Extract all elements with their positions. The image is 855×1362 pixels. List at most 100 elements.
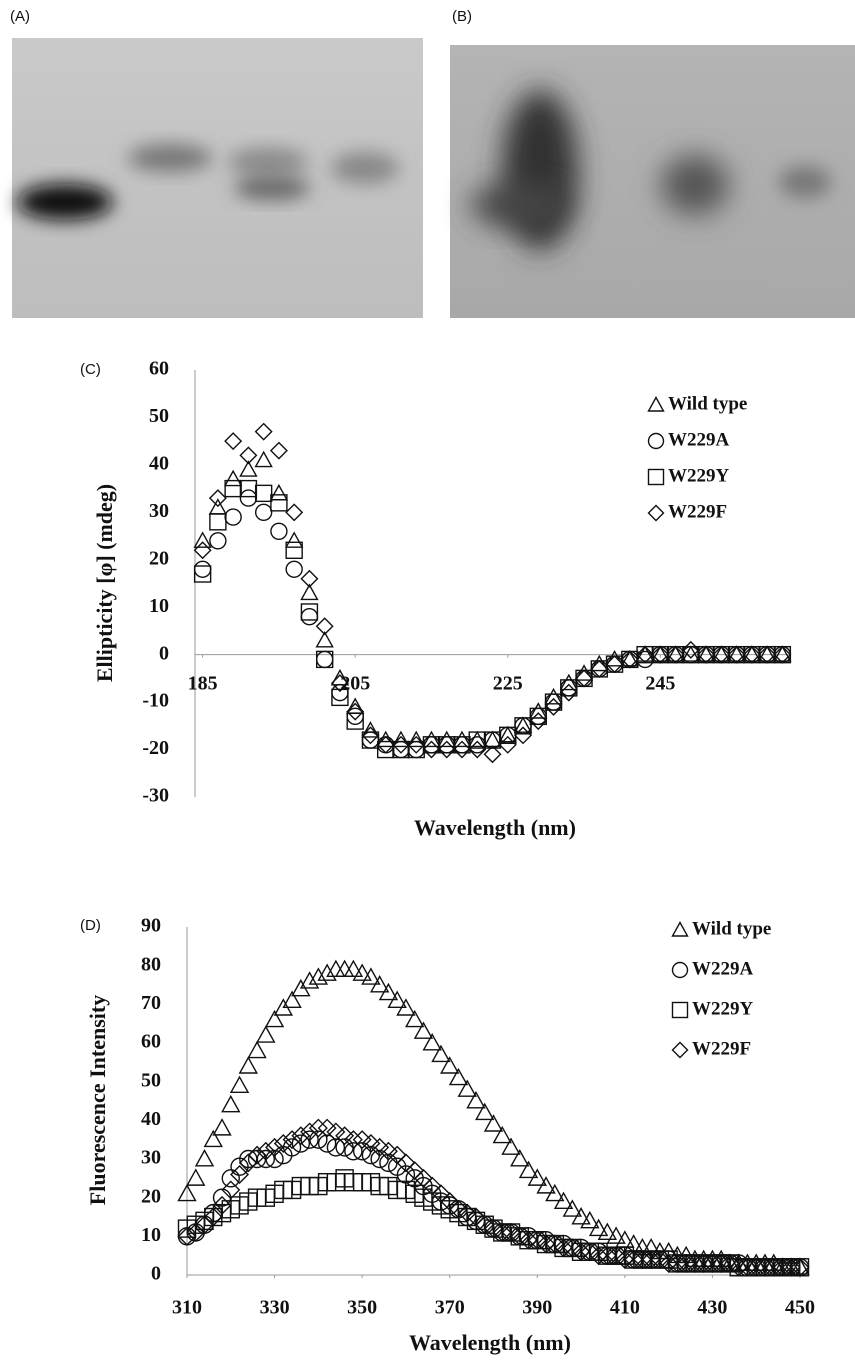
legend-label: W229F — [668, 501, 727, 522]
data-point — [240, 490, 256, 506]
panel-label: (B) — [452, 8, 472, 25]
legend-label: Wild type — [668, 393, 747, 414]
data-point — [393, 742, 409, 758]
data-point — [257, 1027, 274, 1042]
y-tick-label: 20 — [149, 547, 169, 569]
legend-label: W229Y — [668, 465, 730, 486]
x-tick-label: 205 — [340, 672, 370, 694]
data-point — [515, 727, 531, 743]
data-point — [500, 737, 516, 753]
y-tick-label: 0 — [159, 642, 169, 664]
x-tick-label: 370 — [435, 1297, 465, 1319]
data-point — [515, 718, 531, 734]
data-point — [459, 1081, 476, 1096]
data-point — [637, 651, 653, 667]
y-tick-label: 90 — [141, 915, 161, 937]
panel-label: (D) — [80, 917, 101, 934]
data-point — [408, 742, 424, 758]
x-tick-label: 350 — [347, 1297, 377, 1319]
gel-band — [234, 176, 310, 200]
y-tick-label: 30 — [141, 1147, 161, 1169]
data-point — [378, 737, 394, 753]
data-point — [561, 680, 577, 696]
data-point — [546, 694, 562, 710]
x-tick-label: 390 — [522, 1297, 552, 1319]
y-tick-label: 60 — [149, 358, 169, 380]
y-axis-title: Fluorescence Intensity — [85, 995, 110, 1205]
data-point — [454, 737, 470, 753]
data-point — [336, 961, 353, 976]
gel-band — [128, 144, 212, 172]
data-point — [187, 1170, 204, 1185]
legend-marker — [673, 923, 688, 937]
data-point — [256, 452, 272, 466]
data-point — [441, 1058, 458, 1073]
data-point — [225, 481, 241, 497]
legend-marker — [673, 1043, 688, 1058]
data-point — [327, 1123, 344, 1140]
data-point — [271, 523, 287, 539]
data-point — [494, 1127, 511, 1142]
data-point — [256, 485, 272, 501]
y-tick-label: 70 — [141, 992, 161, 1014]
legend-marker — [649, 434, 664, 449]
x-tick-label: 410 — [610, 1297, 640, 1319]
x-tick-label: 245 — [645, 672, 675, 694]
data-point — [210, 533, 226, 549]
data-point — [231, 1077, 248, 1092]
y-tick-label: 50 — [149, 405, 169, 427]
data-point — [240, 481, 256, 497]
data-point — [511, 1151, 528, 1166]
data-point — [271, 495, 287, 511]
data-point — [500, 727, 516, 743]
legend-label: W229Y — [692, 998, 754, 1019]
y-tick-label: -30 — [142, 785, 169, 807]
data-point — [195, 533, 211, 547]
data-point — [214, 1120, 231, 1135]
gel-a — [12, 38, 423, 318]
legend-marker — [673, 963, 688, 978]
data-point — [286, 561, 302, 577]
data-point — [503, 1139, 520, 1154]
data-point — [424, 1035, 441, 1050]
data-point — [271, 443, 287, 459]
legend-label: Wild type — [692, 918, 771, 939]
data-point — [225, 471, 241, 485]
y-tick-label: 50 — [141, 1069, 161, 1091]
y-tick-label: 0 — [151, 1263, 161, 1285]
gel-b — [450, 45, 855, 318]
data-point — [222, 1170, 239, 1187]
x-tick-label: 330 — [260, 1297, 290, 1319]
y-tick-label: -10 — [142, 690, 169, 712]
y-tick-label: 30 — [149, 500, 169, 522]
gel-band — [661, 155, 729, 215]
y-tick-label: 20 — [141, 1185, 161, 1207]
data-point — [450, 1069, 467, 1084]
gel-band — [331, 152, 399, 184]
data-point — [210, 490, 226, 506]
y-tick-label: 80 — [141, 953, 161, 975]
data-point — [576, 670, 592, 686]
data-point — [622, 651, 638, 667]
data-point — [301, 609, 317, 625]
data-point — [591, 661, 607, 677]
data-point — [249, 1042, 266, 1057]
data-point — [530, 708, 546, 724]
legend-marker — [673, 1003, 688, 1018]
data-point — [439, 737, 455, 753]
y-tick-label: 40 — [149, 452, 169, 474]
legend-label: W229F — [692, 1038, 751, 1059]
gel-band — [228, 148, 308, 176]
data-point — [286, 542, 302, 558]
data-point — [347, 708, 363, 724]
data-point — [415, 1023, 432, 1038]
x-tick-label: 450 — [785, 1297, 815, 1319]
data-point — [362, 732, 378, 748]
data-point — [195, 561, 211, 577]
data-point — [406, 1011, 423, 1026]
data-point — [205, 1131, 222, 1146]
data-point — [240, 1058, 257, 1073]
x-axis-title: Wavelength (nm) — [414, 815, 576, 840]
data-point — [432, 1046, 449, 1061]
y-tick-label: 60 — [141, 1031, 161, 1053]
